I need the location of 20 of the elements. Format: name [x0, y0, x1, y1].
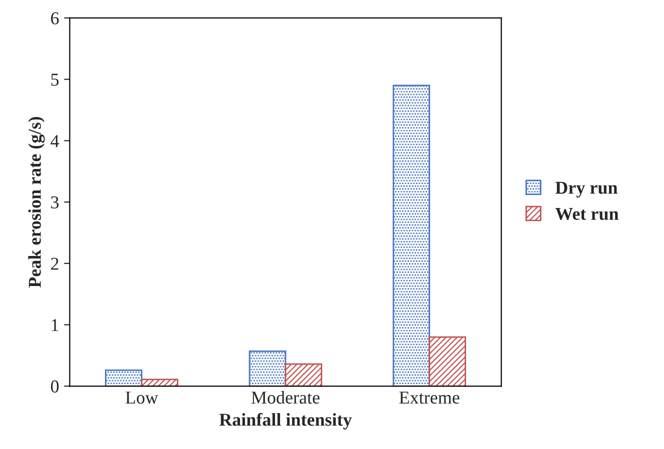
bar — [428, 336, 466, 386]
x-tick-label: Low — [126, 392, 158, 404]
bar — [392, 84, 430, 386]
legend-label: Wet run — [555, 208, 619, 220]
bar — [284, 363, 322, 386]
y-axis-title: Peak erosion rate (g/s) — [28, 117, 45, 288]
bar — [140, 378, 178, 386]
x-tick-label: Moderate — [251, 391, 320, 404]
legend-label: Dry run — [555, 182, 618, 198]
bar — [248, 350, 286, 386]
y-tick-label: 4 — [50, 135, 60, 147]
bar — [104, 369, 142, 386]
y-tick-label: 5 — [51, 74, 59, 86]
y-tick-label: 2 — [51, 258, 58, 270]
y-tick-label: 6 — [51, 12, 59, 24]
x-axis-title: Rainfall intensity — [219, 412, 352, 430]
y-tick-label: 0 — [50, 380, 59, 393]
y-tick-label: 3 — [51, 196, 59, 208]
y-tick-label: 1 — [52, 319, 58, 332]
x-tick-label: Extreme — [399, 392, 460, 404]
